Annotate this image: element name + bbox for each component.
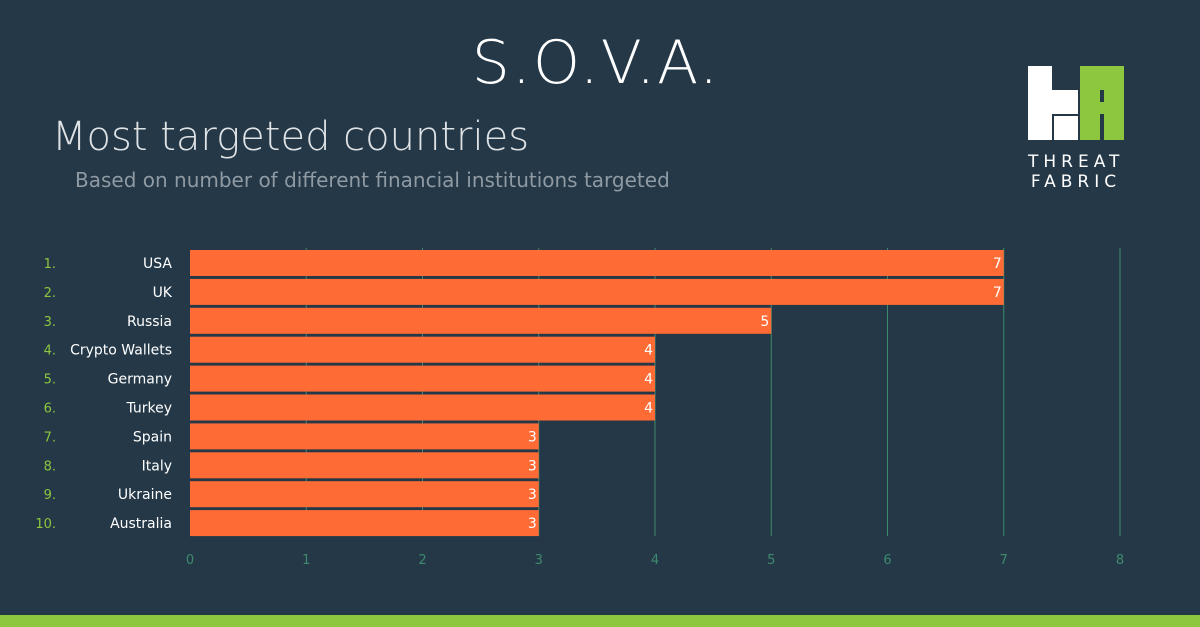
bar	[190, 336, 655, 363]
x-tick-label: 1	[302, 553, 310, 568]
bar	[190, 510, 539, 537]
rank-label: 5.	[44, 373, 56, 388]
rank-label: 2.	[44, 286, 56, 301]
rank-label: 7.	[44, 430, 56, 445]
x-tick-label: 5	[767, 553, 775, 568]
bar	[190, 481, 539, 508]
rank-label: 4.	[44, 344, 56, 359]
bar	[190, 250, 1004, 276]
page-title: S.O.V.A.	[471, 28, 721, 98]
rank-label: 9.	[44, 488, 56, 503]
threatfabric-logo-mark-icon	[1028, 66, 1124, 140]
logo-text-threat: THREAT	[1028, 152, 1125, 172]
data-label: 3	[528, 458, 537, 474]
logo-text-fabric: FABRIC	[1030, 172, 1122, 192]
data-label: 7	[993, 285, 1002, 301]
category-label: Italy	[142, 458, 172, 474]
x-tick-label: 3	[535, 553, 543, 568]
bar	[190, 278, 1004, 305]
x-tick-label: 6	[883, 553, 891, 568]
data-label: 3	[528, 429, 537, 445]
bar	[190, 365, 655, 392]
data-label: 3	[528, 487, 537, 503]
bar	[190, 394, 655, 421]
rank-label: 8.	[44, 459, 56, 474]
category-label: Crypto Wallets	[70, 343, 172, 359]
bar	[190, 307, 772, 334]
category-label: Ukraine	[118, 487, 172, 503]
data-label: 4	[644, 401, 653, 417]
category-label: Turkey	[125, 401, 172, 417]
data-label: 5	[760, 314, 769, 330]
threatfabric-logo: THREAT FABRIC	[1028, 66, 1124, 196]
data-label: 7	[993, 256, 1002, 272]
category-label: Spain	[133, 429, 172, 445]
rank-label: 3.	[44, 315, 56, 330]
category-label: UK	[153, 285, 173, 301]
category-label: Germany	[108, 372, 172, 388]
category-label: USA	[143, 256, 172, 272]
x-tick-label: 4	[651, 553, 659, 568]
x-tick-label: 0	[186, 553, 194, 568]
rank-label: 1.	[44, 257, 56, 272]
x-tick-label: 7	[1000, 553, 1008, 568]
data-label: 4	[644, 343, 653, 359]
data-label: 3	[528, 516, 537, 532]
rank-label: 10.	[35, 517, 56, 532]
bar	[190, 452, 539, 479]
data-label: 4	[644, 372, 653, 388]
bar	[190, 423, 539, 450]
chart-caption: Based on number of different financial i…	[75, 168, 670, 192]
rank-label: 6.	[44, 402, 56, 417]
x-tick-label: 8	[1116, 553, 1124, 568]
category-label: Russia	[127, 314, 172, 330]
bottom-accent-bar	[0, 615, 1200, 627]
chart-subtitle: Most targeted countries	[52, 114, 530, 160]
x-tick-label: 2	[418, 553, 426, 568]
category-label: Australia	[110, 516, 172, 532]
